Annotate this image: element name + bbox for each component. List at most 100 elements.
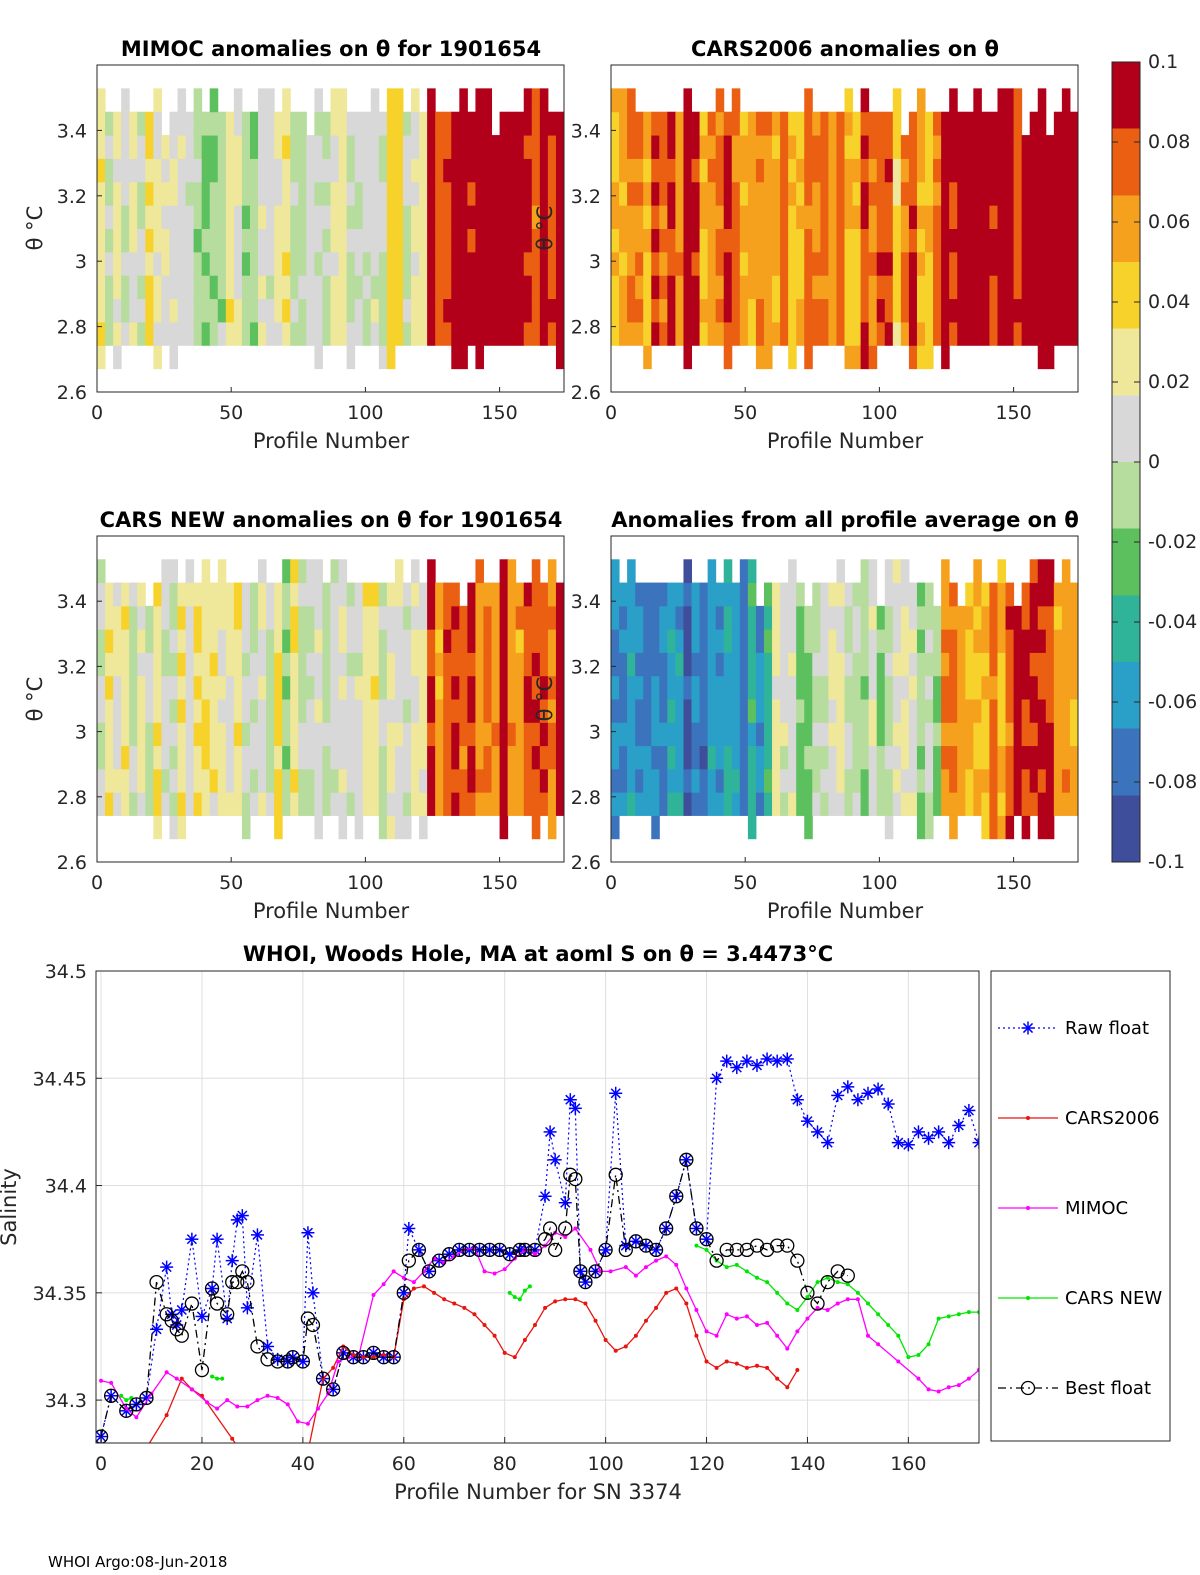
raw-float-point bbox=[922, 1131, 936, 1145]
heatmap-cell bbox=[1053, 111, 1063, 136]
heatmap-cell bbox=[981, 768, 990, 793]
heatmap-cell bbox=[900, 652, 910, 677]
heatmap-cell bbox=[908, 792, 918, 816]
heatmap-cell bbox=[868, 582, 878, 607]
heatmap-cell bbox=[427, 298, 436, 323]
heatmap-cell bbox=[965, 158, 974, 183]
heatmap-cell bbox=[755, 722, 765, 747]
heatmap-cell bbox=[378, 582, 388, 607]
profile-average-y-label: θ °C bbox=[533, 677, 557, 722]
heatmap-cell bbox=[97, 792, 106, 816]
heatmap-cell bbox=[683, 88, 693, 113]
heatmap-cell bbox=[499, 298, 509, 323]
heatmap-cell bbox=[209, 205, 219, 229]
heatmap-cell bbox=[346, 768, 356, 793]
heatmap-cell bbox=[941, 275, 950, 300]
heatmap-cell bbox=[249, 675, 259, 700]
best-float-point bbox=[366, 1345, 381, 1361]
heatmap-cell bbox=[925, 228, 934, 253]
heatmap-cell bbox=[675, 652, 684, 677]
heatmap-cell bbox=[105, 745, 114, 770]
heatmap-cell bbox=[217, 745, 227, 770]
best-float-point bbox=[759, 1242, 775, 1258]
heatmap-cell bbox=[1061, 88, 1071, 113]
heatmap-cell bbox=[683, 792, 693, 816]
heatmap-cell bbox=[241, 298, 251, 323]
heatmap-cell bbox=[354, 321, 364, 346]
heatmap-cell bbox=[1029, 158, 1039, 183]
heatmap-cell bbox=[394, 135, 404, 159]
heatmap-cell bbox=[707, 321, 717, 346]
heatmap-cell bbox=[217, 275, 227, 300]
heatmap-cell bbox=[796, 605, 805, 630]
heatmap-cell bbox=[796, 699, 805, 723]
heatmap-cell bbox=[290, 111, 299, 136]
heatmap-cell bbox=[338, 321, 348, 346]
heatmap-cell bbox=[419, 675, 428, 700]
heatmap-cell bbox=[755, 629, 765, 653]
heatmap-cell bbox=[394, 205, 404, 229]
heatmap-cell bbox=[763, 675, 773, 700]
heatmap-cell bbox=[916, 251, 926, 276]
heatmap-cell bbox=[635, 111, 644, 136]
heatmap-cell bbox=[1061, 158, 1071, 183]
heatmap-cell bbox=[989, 815, 998, 840]
heatmap-cell bbox=[973, 205, 982, 229]
heatmap-cell bbox=[354, 275, 364, 300]
cars-new-point bbox=[522, 1288, 527, 1293]
heatmap-cell bbox=[1045, 675, 1055, 700]
mimoc-point bbox=[946, 1385, 951, 1390]
heatmap-cell bbox=[780, 699, 789, 723]
heatmap-cell bbox=[860, 559, 870, 584]
raw-float-point bbox=[568, 1101, 582, 1115]
heatmap-cell bbox=[884, 251, 894, 276]
heatmap-cell bbox=[772, 745, 781, 770]
heatmap-cell bbox=[659, 582, 668, 607]
heatmap-cell bbox=[153, 582, 162, 607]
heatmap-cell bbox=[523, 792, 533, 816]
cars-new-point bbox=[815, 1280, 820, 1285]
heatmap-cell bbox=[844, 135, 854, 159]
heatmap-cell bbox=[241, 205, 251, 229]
heatmap-cell bbox=[378, 181, 388, 206]
raw-float-point bbox=[225, 1254, 239, 1268]
heatmap-cell bbox=[427, 205, 436, 229]
heatmap-cell bbox=[161, 745, 170, 770]
heatmap-cell bbox=[933, 111, 942, 136]
heatmap-cell bbox=[659, 768, 668, 793]
heatmap-cell bbox=[820, 792, 829, 816]
heatmap-cell bbox=[683, 251, 693, 276]
heatmap-cell bbox=[1037, 745, 1047, 770]
heatmap-cell bbox=[266, 88, 275, 113]
heatmap-cell bbox=[1045, 135, 1055, 159]
heatmap-cell bbox=[876, 158, 886, 183]
heatmap-cell bbox=[290, 251, 299, 276]
heatmap-cell bbox=[1061, 559, 1071, 584]
mimoc-point bbox=[305, 1421, 310, 1426]
heatmap-cell bbox=[1005, 675, 1015, 700]
heatmap-cell bbox=[884, 722, 894, 747]
heatmap-cell bbox=[185, 559, 195, 584]
heatmap-cell bbox=[949, 88, 958, 113]
heatmap-cell bbox=[233, 228, 243, 253]
heatmap-cell bbox=[763, 605, 773, 630]
heatmap-cell bbox=[981, 321, 990, 346]
heatmap-cell bbox=[427, 675, 436, 700]
heatmap-cell bbox=[1045, 298, 1055, 323]
heatmap-cell bbox=[860, 158, 870, 183]
heatmap-cell bbox=[828, 699, 837, 723]
heatmap-cell bbox=[739, 158, 749, 183]
heatmap-cell bbox=[755, 111, 765, 136]
heatmap-cell bbox=[241, 605, 251, 630]
heatmap-cell bbox=[683, 582, 693, 607]
heatmap-cell bbox=[941, 675, 950, 700]
heatmap-cell bbox=[1061, 582, 1071, 607]
heatmap-cell bbox=[997, 768, 1007, 793]
heatmap-cell bbox=[121, 768, 130, 793]
heatmap-cell bbox=[153, 675, 162, 700]
raw-float-point bbox=[841, 1080, 855, 1094]
heatmap-cell bbox=[949, 321, 958, 346]
heatmap-cell bbox=[491, 205, 501, 229]
heatmap-cell bbox=[997, 181, 1007, 206]
heatmap-cell bbox=[707, 745, 717, 770]
